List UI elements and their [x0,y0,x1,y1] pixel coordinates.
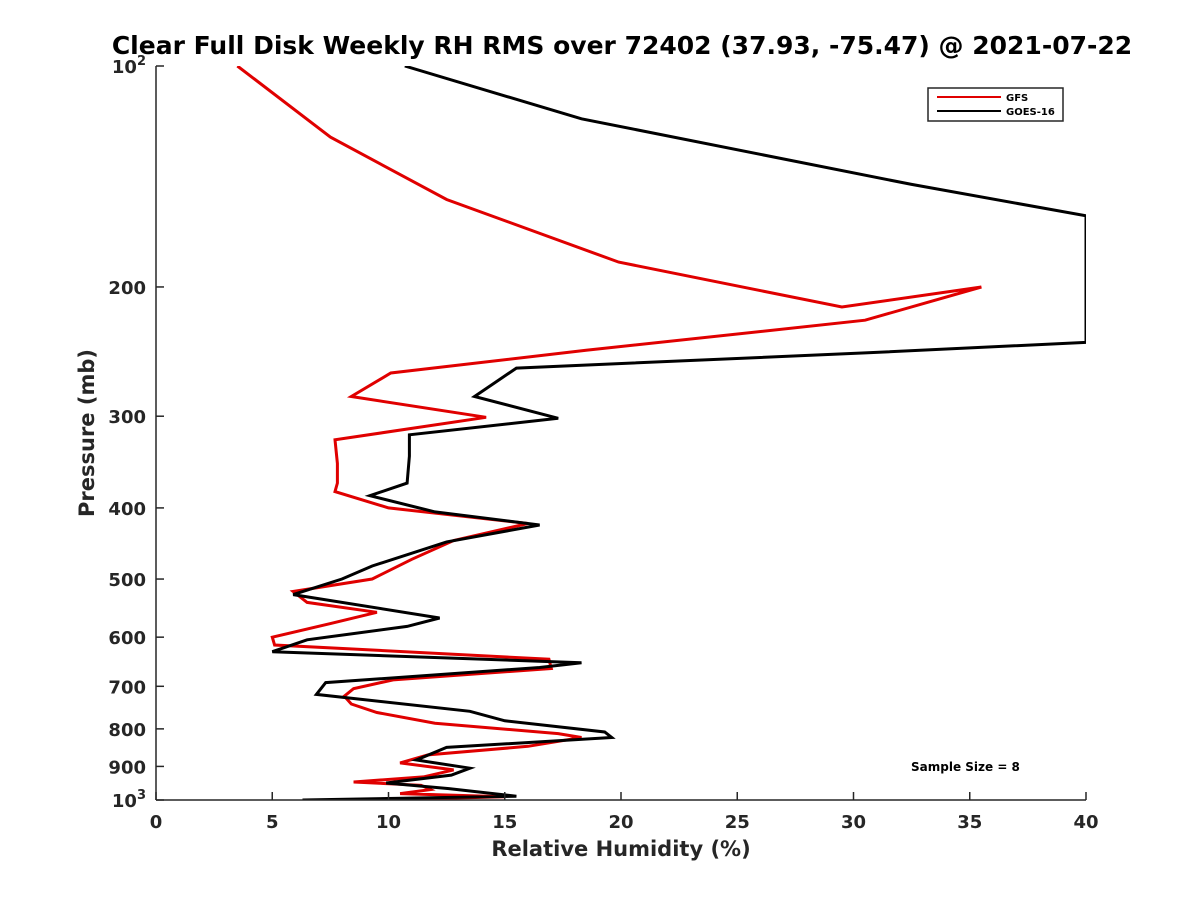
legend-box [927,87,1064,122]
y-tick-label: 700 [108,677,146,698]
x-tick-label: 40 [1073,812,1098,833]
y-tick-label: 102 [112,54,146,78]
y-tick-label: 400 [108,499,146,520]
series-line-gfs [236,66,982,800]
plot-area: 0 5 10 15 20 25 30 35 40 102 200 300 400 500 600 700 80… [108,54,1098,833]
y-tick-label: 600 [108,628,146,649]
x-tick-label: 10 [376,812,401,833]
y-tick-label: 900 [108,757,146,778]
sample-size-annotation: Sample Size = 8 [911,760,1020,774]
x-tick-label: 25 [725,812,750,833]
y-tick-label: 200 [108,278,146,299]
chart-title: Clear Full Disk Weekly RH RMS over 72402… [112,31,1132,60]
y-axis-label: Pressure (mb) [75,349,99,517]
y-tick-label: 300 [108,407,146,428]
x-ticks: 0 5 10 15 20 25 30 35 40 [150,792,1099,833]
legend: GFS GOES-16 [927,87,1064,122]
x-tick-label: 30 [841,812,866,833]
y-tick-label: 500 [108,570,146,591]
x-tick-label: 35 [957,812,982,833]
x-tick-label: 5 [266,812,279,833]
legend-label-gfs: GFS [1006,93,1028,104]
legend-label-goes-16: GOES-16 [1006,107,1055,118]
series-line-goes-16 [271,66,1086,800]
x-tick-label: 0 [150,812,163,833]
x-tick-label: 15 [492,812,517,833]
series-group [236,66,1086,800]
x-tick-label: 20 [608,812,633,833]
y-tick-label: 800 [108,720,146,741]
x-axis-label: Relative Humidity (%) [491,837,750,861]
